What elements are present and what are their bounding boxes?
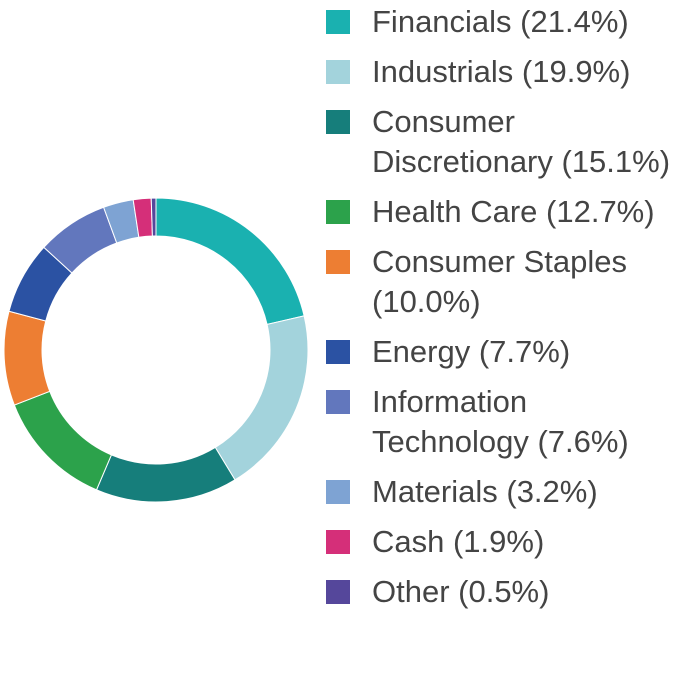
legend-item: Health Care (12.7%) (326, 192, 675, 232)
legend-label: Consumer Staples (10.0%) (372, 244, 628, 319)
slice-industrials (214, 315, 309, 481)
legend-item: Cash (1.9%) (326, 522, 675, 562)
legend-item: Consumer Discretionary (15.1%) (326, 102, 675, 182)
legend-swatch (326, 110, 350, 134)
legend: Financials (21.4%) Industrials (19.9%) Con… (326, 2, 675, 622)
legend-item: Financials (21.4%) (326, 2, 675, 42)
legend-label: Health Care (12.7%) (372, 194, 655, 229)
slice-health-care (13, 390, 113, 491)
legend-label: Cash (1.9%) (372, 524, 545, 559)
legend-label: Industrials (19.9%) (372, 54, 631, 89)
legend-item: Materials (3.2%) (326, 472, 675, 512)
legend-label: Materials (3.2%) (372, 474, 598, 509)
legend-swatch (326, 530, 350, 554)
legend-item: Industrials (19.9%) (326, 52, 675, 92)
slice-consumer-staples (3, 310, 51, 406)
legend-swatch (326, 480, 350, 504)
legend-item: Information Technology (7.6%) (326, 382, 675, 462)
legend-swatch (326, 200, 350, 224)
legend-swatch (326, 580, 350, 604)
legend-swatch (326, 60, 350, 84)
slice-other (150, 197, 157, 237)
legend-swatch (326, 10, 350, 34)
donut-chart (3, 197, 309, 503)
legend-swatch (326, 250, 350, 274)
legend-item: Other (0.5%) (326, 572, 675, 612)
legend-item: Energy (7.7%) (326, 332, 675, 372)
slice-consumer-discretionary (95, 446, 236, 503)
legend-label: Consumer Discretionary (15.1%) (372, 104, 671, 179)
legend-label: Other (0.5%) (372, 574, 550, 609)
legend-label: Financials (21.4%) (372, 4, 629, 39)
legend-item: Consumer Staples (10.0%) (326, 242, 675, 322)
legend-swatch (326, 340, 350, 364)
slice-financials (155, 197, 305, 326)
legend-label: Information Technology (7.6%) (372, 384, 629, 459)
legend-swatch (326, 390, 350, 414)
legend-label: Energy (7.7%) (372, 334, 571, 369)
